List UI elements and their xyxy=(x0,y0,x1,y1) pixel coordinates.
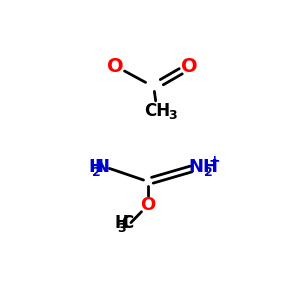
Text: CH: CH xyxy=(144,102,170,120)
Text: H: H xyxy=(89,158,104,175)
Text: NH: NH xyxy=(189,158,219,175)
Text: +: + xyxy=(209,154,220,168)
Text: O: O xyxy=(182,56,198,76)
Text: 3: 3 xyxy=(117,222,126,236)
Text: O: O xyxy=(140,196,156,214)
Text: O: O xyxy=(107,56,124,76)
Text: 3: 3 xyxy=(168,109,177,122)
Text: 2: 2 xyxy=(204,166,213,179)
Text: C: C xyxy=(121,214,133,232)
Text: N: N xyxy=(94,158,110,175)
Text: H: H xyxy=(114,214,128,232)
Text: 2: 2 xyxy=(92,166,101,179)
